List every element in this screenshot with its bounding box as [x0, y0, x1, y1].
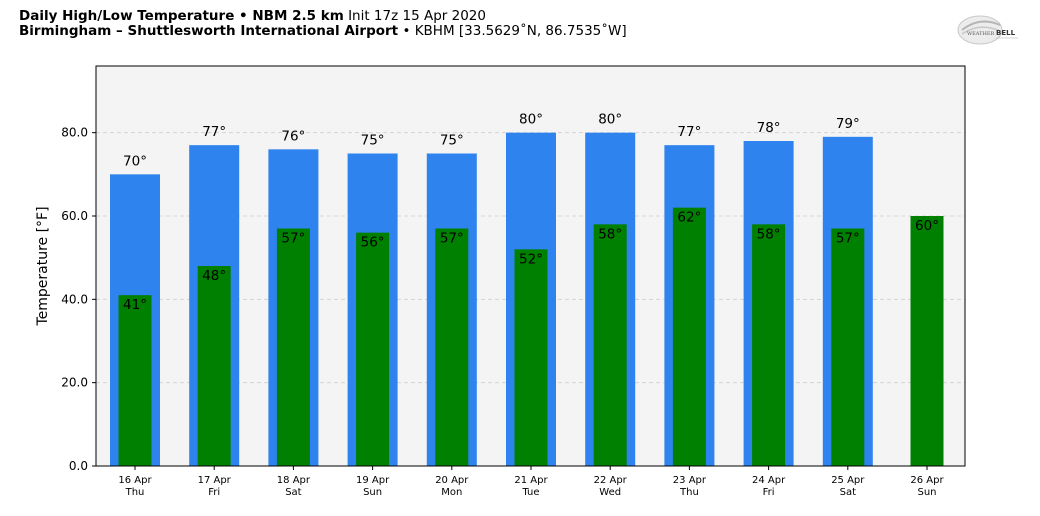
logo-text-right: BELL	[996, 29, 1016, 37]
x-tick-date: 16 Apr	[118, 475, 152, 486]
x-tick-date: 26 Apr	[910, 475, 944, 486]
low-temp-bar	[197, 266, 231, 466]
init-time: Init 17z 15 Apr 2020	[348, 8, 486, 24]
title-line: Daily High/Low Temperature • NBM 2.5 km …	[19, 9, 627, 24]
x-tick-date: 18 Apr	[277, 475, 311, 486]
high-temp-label: 80°	[598, 112, 622, 128]
low-temp-label: 60°	[915, 218, 939, 234]
low-temp-label: 62°	[677, 210, 701, 226]
x-tick-day: Thu	[679, 487, 699, 498]
high-temp-label: 77°	[202, 124, 226, 140]
y-tick-label: 60.0	[61, 209, 88, 223]
low-temp-bar	[276, 228, 310, 466]
low-temp-label: 56°	[361, 235, 385, 251]
low-temp-bar	[118, 295, 152, 466]
bar-labels-group: 70° 41° 77° 48° 76° 57° 75° 56° 75° 57° 80° 52° 80° 5…	[123, 112, 939, 313]
weatherbell-logo: WEATHER BELL	[957, 15, 1018, 45]
logo-text-left: WEATHER	[967, 31, 994, 37]
y-tick-label: 0.0	[69, 459, 88, 473]
plot-frame	[95, 65, 966, 467]
x-tick-day: Mon	[441, 487, 462, 498]
high-temp-label: 75°	[361, 133, 385, 149]
low-temp-bar	[435, 228, 469, 466]
x-tick-day: Fri	[208, 487, 220, 498]
x-tick-day: Fri	[763, 487, 775, 498]
y-tick-label: 80.0	[61, 126, 88, 140]
low-temp-bar	[514, 249, 548, 466]
x-tick-day: Tue	[521, 487, 539, 498]
high-temp-label: 79°	[836, 116, 860, 132]
location-line: Birmingham – Shuttlesworth International…	[19, 24, 627, 39]
x-tick-date: 20 Apr	[435, 475, 469, 486]
low-temp-label: 57°	[836, 231, 860, 247]
chart-title: Daily High/Low Temperature • NBM 2.5 km	[19, 8, 344, 24]
low-temp-label: 41°	[123, 297, 147, 313]
low-temp-label: 57°	[281, 231, 305, 247]
low-temp-label: 58°	[598, 226, 622, 242]
x-tick-day: Sat	[285, 487, 301, 498]
low-temp-bar	[672, 207, 706, 466]
high-temp-label: 77°	[677, 124, 701, 140]
x-tick-day: Sun	[363, 487, 382, 498]
y-axis: 0.0 20.0 40.0 60.0 80.0	[61, 126, 96, 473]
high-temp-label: 75°	[440, 133, 464, 149]
x-tick-day: Sun	[917, 487, 936, 498]
low-temp-bar	[593, 224, 627, 466]
y-tick-label: 40.0	[61, 292, 88, 306]
high-temp-label: 70°	[123, 153, 147, 169]
x-tick-date: 22 Apr	[594, 475, 628, 486]
low-temp-bar	[910, 216, 944, 466]
y-tick-label: 20.0	[61, 376, 88, 390]
chart-header: Daily High/Low Temperature • NBM 2.5 km …	[19, 9, 627, 39]
high-temp-label: 80°	[519, 112, 543, 128]
x-tick-date: 21 Apr	[514, 475, 548, 486]
low-temp-label: 58°	[757, 226, 781, 242]
x-tick-date: 19 Apr	[356, 475, 390, 486]
low-temp-bar	[831, 228, 865, 466]
low-temp-bar	[356, 232, 390, 466]
bars-group	[110, 132, 944, 467]
low-temp-label: 52°	[519, 251, 543, 267]
x-tick-date: 25 Apr	[831, 475, 865, 486]
x-tick-day: Wed	[599, 487, 621, 498]
x-tick-date: 24 Apr	[752, 475, 786, 486]
high-temp-label: 78°	[757, 120, 781, 136]
location-name: Birmingham – Shuttlesworth International…	[19, 23, 399, 39]
low-temp-label: 48°	[202, 268, 226, 284]
low-temp-bar	[752, 224, 786, 466]
x-tick-date: 23 Apr	[673, 475, 707, 486]
x-tick-date: 17 Apr	[198, 475, 232, 486]
y-axis-label: Temperature [°F]	[35, 206, 51, 326]
x-tick-day: Sat	[840, 487, 856, 498]
low-temp-label: 57°	[440, 231, 464, 247]
location-detail: • KBHM [33.5629˚N, 86.7535˚W]	[402, 23, 627, 39]
high-temp-label: 76°	[281, 128, 305, 144]
x-tick-day: Thu	[125, 487, 145, 498]
